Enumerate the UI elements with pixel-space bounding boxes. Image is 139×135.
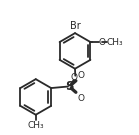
Text: CH₃: CH₃ (27, 121, 44, 130)
Text: O: O (77, 94, 84, 102)
Text: S: S (65, 80, 74, 93)
Text: O: O (77, 70, 84, 80)
Text: O: O (99, 38, 106, 47)
Text: CH₃: CH₃ (107, 38, 124, 47)
Text: O: O (71, 73, 78, 82)
Text: Br: Br (70, 21, 80, 31)
